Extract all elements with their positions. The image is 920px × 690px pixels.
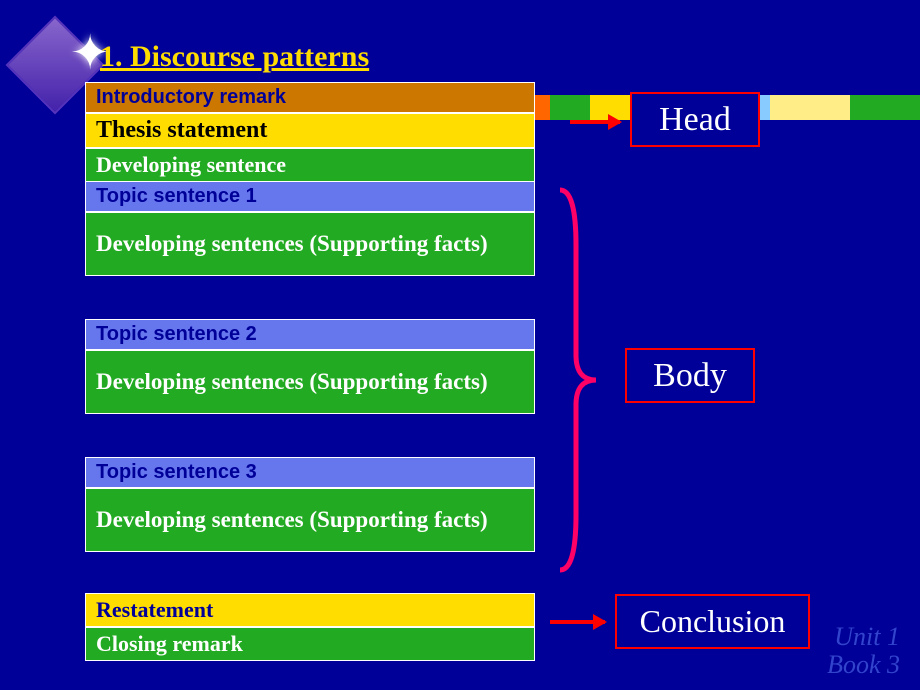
conclusion-label-text: Conclusion [640,603,786,640]
body-block-1: Topic sentence 1 Developing sentences (S… [85,181,535,276]
watermark-line1: Unit 1 [827,623,900,652]
head-label: Head [630,92,760,147]
body-block-3: Topic sentence 3 Developing sentences (S… [85,457,535,552]
closing-remark-bar: Closing remark [85,627,535,661]
arrow-conclusion [550,620,605,624]
conclusion-block: Restatement Closing remark [85,593,535,661]
conclusion-label: Conclusion [615,594,810,649]
topic-sentence-bar: Topic sentence 2 [85,319,535,350]
body-label: Body [625,348,755,403]
slide-title: 1. Discourse patterns [100,40,369,74]
restatement-bar: Restatement [85,593,535,627]
developing-box: Developing sentences (Supporting facts) [85,350,535,414]
body-block-2: Topic sentence 2 Developing sentences (S… [85,319,535,414]
topic-sentence-bar: Topic sentence 1 [85,181,535,212]
watermark: Unit 1 Book 3 [827,623,900,680]
head-block: Introductory remark Thesis statement Dev… [85,82,535,182]
developing-box: Developing sentences (Supporting facts) [85,212,535,276]
arrow-head [570,120,620,124]
stripe-seg [850,95,920,120]
head-label-text: Head [659,101,731,139]
developing-box: Developing sentences (Supporting facts) [85,488,535,552]
stripe-seg [550,95,590,120]
intro-remark-bar: Introductory remark [85,82,535,113]
brace-icon [548,185,608,575]
body-label-text: Body [653,357,727,395]
stripe-seg [770,95,850,120]
topic-sentence-bar: Topic sentence 3 [85,457,535,488]
developing-bar: Developing sentence [85,148,535,182]
watermark-line2: Book 3 [827,651,900,680]
thesis-bar: Thesis statement [85,113,535,148]
